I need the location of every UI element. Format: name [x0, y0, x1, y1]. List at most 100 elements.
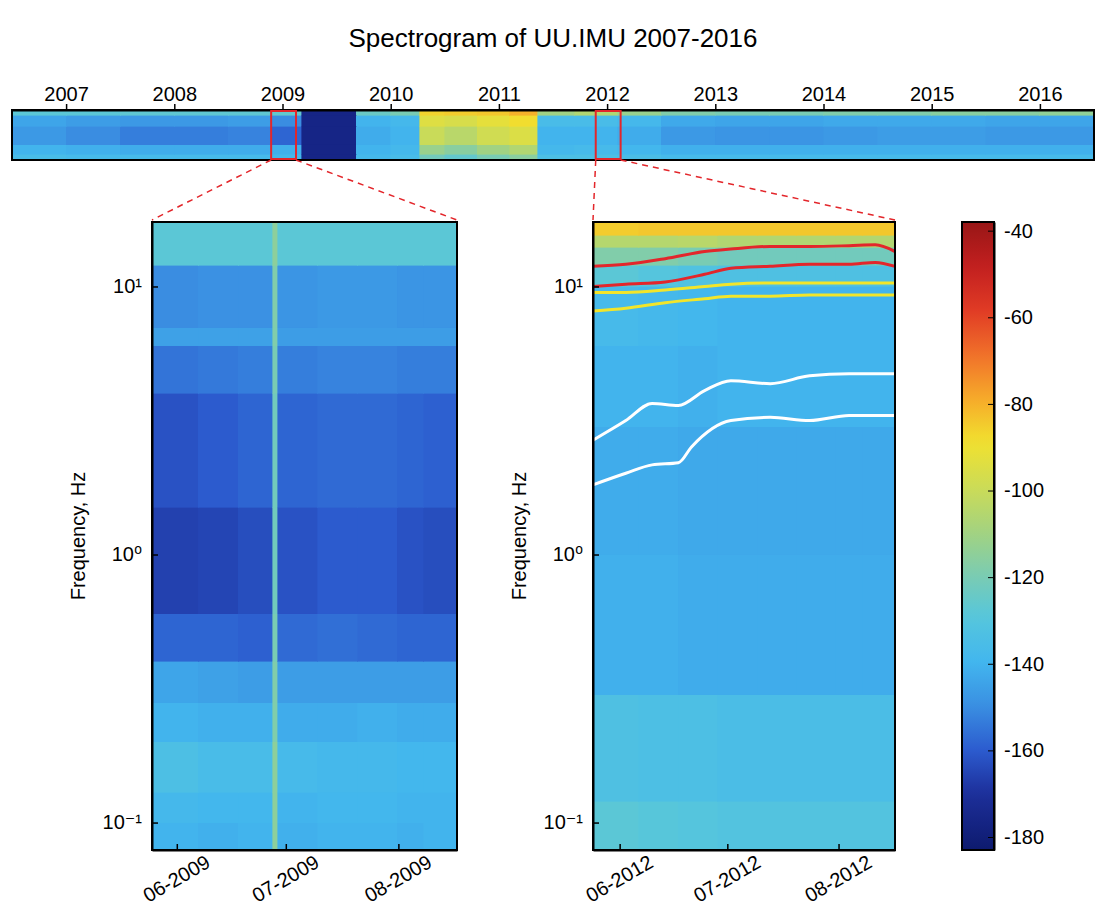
heatmap-cell [477, 145, 509, 154]
heatmap-cell [769, 115, 823, 126]
colorbar-tick: -60 [988, 306, 1033, 328]
heatmap-cell [797, 695, 836, 802]
heatmap-cell [278, 823, 318, 850]
heatmap-cell [757, 427, 796, 555]
heatmap-cell [678, 286, 717, 345]
heatmap-cell [424, 222, 457, 265]
heatmap-cell [391, 115, 420, 126]
tick-label: 10⁰ [112, 543, 142, 565]
heatmap-cell [318, 742, 358, 792]
heatmap-cell [228, 115, 271, 126]
heatmap-cell [397, 393, 424, 507]
heatmap-cell [445, 145, 477, 154]
colorbar-axis: -40-60-80-100-120-140-160-180 [988, 220, 1044, 851]
heatmap-cell [238, 222, 272, 265]
x-tick: 2013 [694, 83, 739, 110]
tick-label: 2010 [369, 83, 414, 105]
heatmap-cell [198, 742, 238, 792]
tick-label: 2009 [261, 83, 306, 105]
chart-title: Spectrogram of UU.IMU 2007-2016 [349, 23, 758, 53]
heatmap-cell [862, 555, 895, 695]
heatmap-cell [757, 222, 796, 235]
heatmap-cell [836, 222, 862, 235]
tick-mark [838, 844, 840, 850]
heatmap-cell [757, 555, 796, 695]
y-tick: 10⁰ [553, 543, 599, 565]
heatmap-cell [715, 115, 769, 126]
heatmap-cell [678, 427, 717, 555]
tick-mark [286, 844, 288, 850]
heatmap-cell [273, 222, 278, 265]
heatmap-cell [318, 328, 358, 346]
heatmap-cell [862, 427, 895, 555]
tick-mark [619, 844, 621, 850]
heatmap-cell [932, 145, 986, 154]
tick-mark [988, 577, 994, 578]
x-tick: 2015 [910, 83, 955, 110]
heatmap-cell [538, 145, 575, 154]
heatmap-cell [273, 823, 278, 850]
heatmap-cell [238, 703, 272, 742]
heatmap-cell [272, 126, 302, 145]
heatmap-cell [878, 115, 932, 126]
heatmap-cell [358, 265, 398, 328]
heatmap-cell [238, 792, 272, 823]
heatmap-cell [278, 703, 318, 742]
x-tick: 2008 [153, 83, 198, 110]
tick-label: -80 [1004, 393, 1033, 415]
tick-mark [152, 554, 158, 556]
heatmap-cell [718, 346, 757, 427]
heatmap-cell [1040, 145, 1094, 154]
tick-label: 2007 [44, 83, 89, 105]
tick-label: -100 [1004, 479, 1044, 501]
tick-label: 2011 [478, 83, 521, 105]
tick-label: 10⁻¹ [103, 811, 143, 833]
heatmap-cell [639, 286, 678, 345]
heatmap-cell [932, 115, 986, 126]
heatmap-cell [198, 823, 238, 850]
heatmap-cell [152, 265, 198, 328]
heatmap-cell [358, 346, 398, 393]
heatmap-cell [538, 126, 575, 145]
heatmap-cell [120, 145, 174, 154]
heatmap-cell [862, 801, 895, 850]
heatmap-cell [932, 126, 986, 145]
heatmap-cell [358, 393, 398, 507]
heatmap-cell [424, 328, 457, 346]
tick-label: 10⁻¹ [544, 811, 584, 833]
x-tick: 06-2012 [582, 844, 657, 906]
heatmap-cell [445, 115, 477, 126]
series-line [593, 295, 895, 311]
series-line [593, 283, 895, 292]
heatmap-cell [391, 145, 420, 154]
tick-label: 10⁰ [553, 543, 583, 565]
heatmap-cell [356, 145, 391, 154]
heatmap-cell [397, 328, 424, 346]
tick-label: 10¹ [554, 275, 583, 297]
tick-mark [988, 404, 994, 405]
heatmap-cell [358, 742, 398, 792]
heatmap-cell [678, 555, 717, 695]
zoom-box [271, 111, 296, 159]
plot-area [593, 222, 895, 850]
heatmap-cell [769, 126, 823, 145]
heatmap-cell [797, 555, 836, 695]
tick-mark [177, 844, 179, 850]
heatmap-cell [238, 346, 272, 393]
heatmap-cell [397, 661, 424, 703]
tick-mark [988, 317, 994, 318]
heatmap-cell [152, 328, 198, 346]
tick-label: 07-2009 [248, 851, 323, 907]
heatmap-cell [358, 792, 398, 823]
heatmap-cell [273, 614, 278, 661]
tick-label: 2015 [910, 83, 955, 105]
heatmap-cell [273, 346, 278, 393]
heatmap-cell [862, 222, 895, 235]
heatmap-cell [824, 126, 878, 145]
heatmap-cell [715, 145, 769, 154]
heatmap-cell [198, 661, 238, 703]
heatmap-cell [593, 695, 639, 802]
heatmap-cell [424, 661, 457, 703]
x-tick: 07-2009 [248, 844, 323, 906]
heatmap-cell [424, 742, 457, 792]
